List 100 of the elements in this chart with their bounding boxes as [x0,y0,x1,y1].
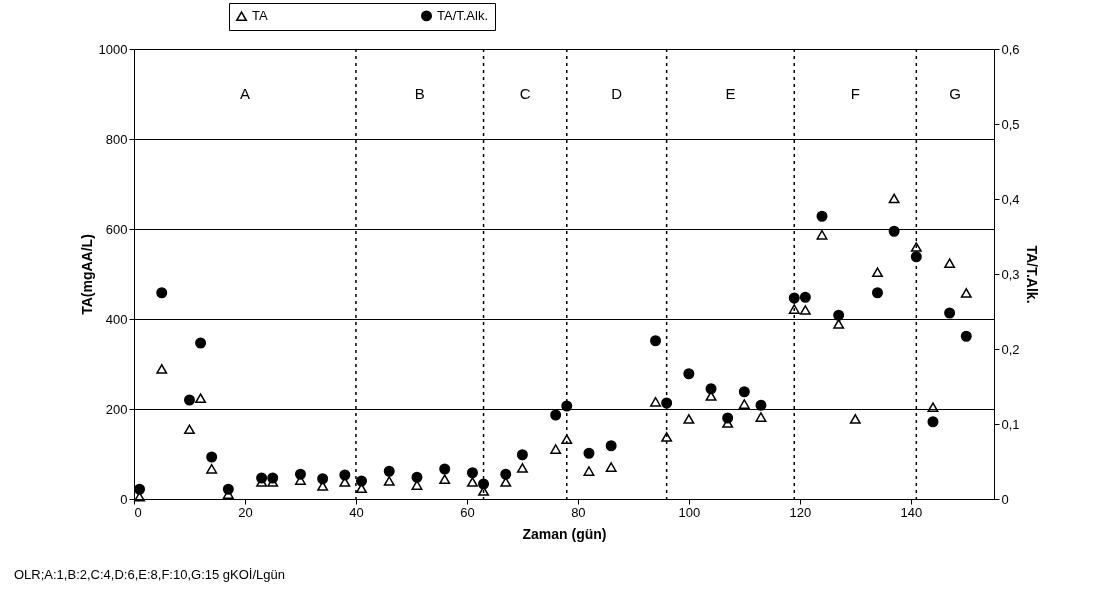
point [256,472,268,484]
point [871,267,883,278]
point [960,330,972,342]
y2-tick-label: 0,1 [1001,416,1020,432]
point [650,396,662,407]
y-tick-label: 600 [105,221,128,237]
point [439,463,451,475]
point [833,309,845,321]
annotation: C [519,85,531,102]
point [755,412,767,422]
point [355,475,367,487]
point [516,463,528,473]
point [816,229,828,240]
point [466,467,478,479]
point [788,292,800,304]
point [705,383,717,395]
x-tick-label: 140 [900,504,923,520]
point [738,399,750,409]
annotation: A [239,85,250,102]
x-tick-label: 40 [349,504,364,520]
point [849,414,861,424]
point [195,337,207,349]
point [960,288,972,298]
x-tick-label: 0 [134,504,142,520]
point [294,468,306,480]
point [888,193,900,204]
annotation: E [725,85,736,102]
point [833,319,845,329]
point [583,447,595,459]
x-axis-title: Zaman (gün) [522,525,607,542]
x-tick-label: 120 [789,504,812,520]
point [383,465,395,477]
point [411,480,423,490]
annotation: D [611,85,623,102]
point [799,305,811,315]
point [722,412,734,424]
point [466,477,478,487]
y2-tick-label: 0,3 [1001,266,1020,282]
point [605,440,617,452]
y2-tick-label: 0,2 [1001,341,1020,357]
point [183,424,195,435]
point [500,477,512,487]
point [661,432,673,442]
point [206,463,218,474]
y2-tick-label: 0 [1001,491,1009,507]
y2-tick-label: 0,5 [1001,116,1020,132]
point [156,287,168,299]
point [755,399,767,411]
y2-tick-label: 0,6 [1001,41,1020,57]
point [339,469,351,481]
point [871,287,883,299]
point [156,364,168,374]
x-tick-label: 60 [460,504,475,520]
point [267,472,279,484]
point [134,483,146,495]
y-tick-label: 200 [105,401,128,417]
y-tick-label: 0 [120,491,128,507]
point [583,466,595,476]
point [439,474,451,485]
point [222,483,234,495]
point [944,258,956,269]
x-tick-label: 100 [678,504,701,520]
text: OLR;A:1,B:2,C:4,D:6,E:8,F:10,G:15 gKOİ/Lgün [14,567,285,582]
point [516,449,528,461]
y2-axis-title: TA/T.Alk. [1023,245,1040,304]
point [910,242,922,252]
point [944,307,956,319]
legend-label: TA [252,8,268,24]
point [888,225,900,237]
point [206,451,218,463]
y2-tick-label: 0,4 [1001,191,1020,207]
point [183,394,195,406]
point [816,210,828,222]
point [561,400,573,412]
point [411,471,423,483]
x-tick-label: 20 [238,504,253,520]
x-tick-label: 80 [571,504,586,520]
annotation: G [949,85,961,102]
point [383,476,395,486]
point [478,478,490,490]
point [605,462,617,472]
point [910,251,922,263]
point [650,335,662,347]
point [683,368,695,380]
point [683,414,695,424]
point [195,393,207,404]
annotation: B [414,85,425,102]
y-tick-label: 800 [105,131,128,147]
point [561,434,573,445]
point [550,409,562,421]
point [927,416,939,428]
point [317,473,329,485]
point [738,386,750,398]
point [500,468,512,480]
y-axis-title: TA(mgAA/L) [78,234,95,315]
annotation: F [850,85,860,102]
point [788,304,800,314]
legend-label: TA/T.Alk. [437,7,489,23]
point [927,402,939,413]
point [799,291,811,303]
